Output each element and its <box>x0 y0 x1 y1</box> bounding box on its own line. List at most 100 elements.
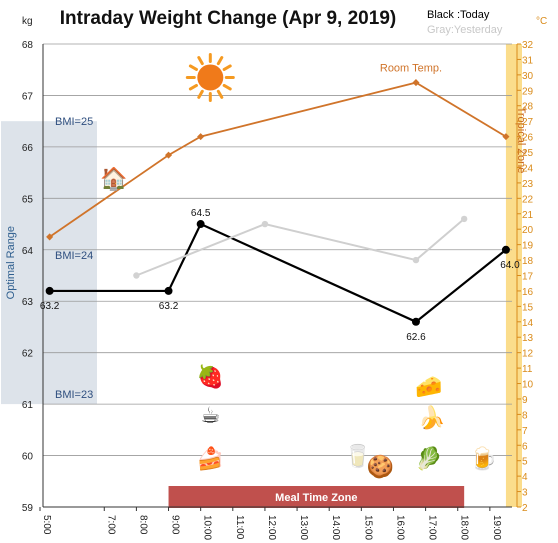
sun-ray <box>222 83 232 91</box>
y-tick-right: 28 <box>522 102 534 113</box>
y-tick-right: 18 <box>522 256 534 267</box>
data-label-today: 64.0 <box>500 260 520 271</box>
x-tick-label: 15:00 <box>362 515 373 540</box>
cheese-icon: 🧀 <box>415 375 442 400</box>
data-point-yesterday <box>460 215 468 223</box>
y-tick-right: 27 <box>522 117 534 128</box>
x-tick-label: 12:00 <box>266 515 277 540</box>
y-tick-left: 68 <box>22 40 34 51</box>
x-tick-label: 14:00 <box>330 515 341 540</box>
legend-entry-0: Black :Today <box>427 9 490 21</box>
data-point-room-temp <box>46 233 54 241</box>
y-tick-left: 67 <box>22 91 34 102</box>
y-tick-right: 24 <box>522 163 534 174</box>
strawberry-icon: 🍓 <box>197 364 224 390</box>
x-tick-label: 11:00 <box>234 515 245 540</box>
data-point-yesterday <box>261 220 269 228</box>
series-line-room-temp- <box>49 81 507 238</box>
meal-time-zone-band <box>168 486 465 508</box>
y-tick-left: 63 <box>22 297 34 308</box>
x-tick-label: 7:00 <box>105 515 116 535</box>
data-label-today: 62.6 <box>406 332 426 343</box>
x-tick-label: 19:00 <box>491 515 502 540</box>
y-tick-right: 3 <box>522 488 528 499</box>
y-tick-right: 16 <box>522 287 534 298</box>
sun-ray <box>188 64 198 71</box>
x-tick-label: 17:00 <box>427 515 438 540</box>
sun-ray <box>222 64 232 71</box>
cookies-icon: 🍪 <box>367 454 394 480</box>
lettuce-icon: 🥬 <box>415 446 442 472</box>
y-tick-right: 32 <box>522 40 534 51</box>
y-tick-right: 14 <box>522 318 534 329</box>
data-point-room-temp <box>412 79 420 87</box>
cake-icon: 🍰 <box>197 446 224 472</box>
sun-ray <box>188 83 198 91</box>
y-tick-right: 26 <box>522 133 534 144</box>
data-labels: 63.2 63.2 64.5 62.6 64.0 Room Temp. <box>40 63 520 343</box>
data-point-yesterday <box>133 272 140 279</box>
coffee-icon: ☕ <box>200 403 220 428</box>
data-label-today: 64.5 <box>191 208 211 219</box>
data-point-yesterday <box>412 256 420 264</box>
y-tick-right: 22 <box>522 194 534 205</box>
legend: Black :Today Gray:Yesterday <box>427 9 503 36</box>
y-tick-right: 9 <box>522 395 528 406</box>
y-unit-left: kg <box>22 16 33 27</box>
axes: 59606162636465666768kg234567891011121314… <box>22 16 547 540</box>
y-tick-right: 31 <box>522 55 534 66</box>
data-point-room-temp <box>197 133 205 141</box>
icons: 🏠 🍓 ☕ 🍰 🥛🍪 🧀 🍌 🥬 🍺 <box>100 52 497 480</box>
data-point-today <box>164 286 173 295</box>
series-line-yesterday <box>136 218 465 277</box>
x-tick-label: 16:00 <box>394 515 405 540</box>
banana-icon: 🍌 <box>418 405 445 431</box>
data-point-today <box>411 317 420 326</box>
y-tick-left: 64 <box>22 246 34 257</box>
y-tick-left: 65 <box>22 194 34 205</box>
data-point-room-temp <box>502 133 510 141</box>
bmi-label-2: BMI=23 <box>55 389 93 401</box>
y-tick-right: 17 <box>522 272 534 283</box>
data-label-today: 63.2 <box>40 301 60 312</box>
x-tick-label: 10:00 <box>202 515 213 540</box>
y-tick-right: 30 <box>522 71 534 82</box>
y-tick-left: 66 <box>22 143 34 154</box>
tropical-zone-band <box>505 44 522 507</box>
sun-icon <box>185 52 235 102</box>
y-tick-right: 2 <box>522 503 528 514</box>
data-point-room-temp <box>164 151 173 159</box>
y-tick-right: 6 <box>522 441 528 452</box>
series-line-today <box>49 222 507 324</box>
y-tick-right: 19 <box>522 241 534 252</box>
gridlines <box>43 43 512 508</box>
tropical-zone-label: Tropical Zone <box>515 107 527 174</box>
bmi-label-1: BMI=24 <box>55 250 93 262</box>
sun-ray <box>197 56 204 66</box>
y-tick-right: 4 <box>522 472 528 483</box>
optimal-range-band <box>1 121 97 405</box>
y-unit-right: °C <box>536 16 547 27</box>
y-tick-right: 10 <box>522 380 534 391</box>
sun-ray <box>216 89 224 99</box>
y-tick-right: 15 <box>522 302 534 313</box>
y-tick-right: 23 <box>522 179 534 190</box>
sun-ray <box>197 89 204 99</box>
x-tick-label: 18:00 <box>459 515 470 540</box>
chart-title: Intraday Weight Change (Apr 9, 2019) <box>60 8 396 29</box>
series-lines <box>45 79 510 326</box>
x-tick-label: 13:00 <box>298 515 309 540</box>
y-tick-right: 11 <box>522 364 533 375</box>
water-glass-icon: 🥛 <box>344 444 371 470</box>
y-tick-right: 5 <box>522 457 528 468</box>
y-tick-right: 7 <box>522 426 528 437</box>
y-tick-right: 29 <box>522 86 534 97</box>
data-label-today: 63.2 <box>159 301 179 312</box>
optimal-range-label: Optimal Range <box>5 226 17 299</box>
y-tick-left: 60 <box>22 452 34 463</box>
background-bands: Optimal Range Tropical Zone Meal Time Zone… <box>1 44 527 508</box>
sun-ray <box>216 56 224 66</box>
x-tick-label: 9:00 <box>170 515 181 535</box>
sun-disc <box>197 64 224 91</box>
y-tick-right: 12 <box>522 349 534 360</box>
